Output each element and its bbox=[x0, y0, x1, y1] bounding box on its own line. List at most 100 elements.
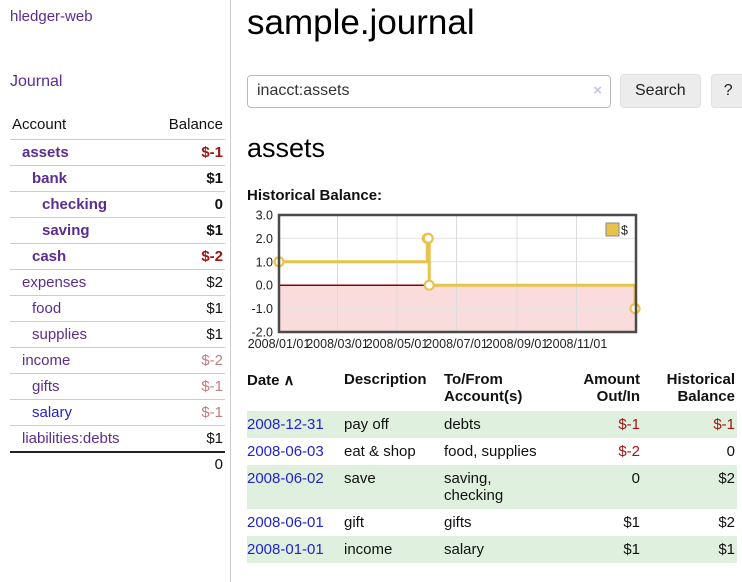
accounts-table: Account Balance assets $-1 bank $1 check… bbox=[10, 112, 225, 476]
page-title: sample.journal bbox=[247, 3, 475, 42]
transaction-balance: $2 bbox=[718, 514, 735, 531]
account-link-saving[interactable]: saving bbox=[42, 222, 90, 239]
transaction-date-link[interactable]: 2008-01-01 bbox=[247, 541, 324, 558]
transaction-accounts: gifts bbox=[444, 514, 472, 531]
svg-text:2008/05/01: 2008/05/01 bbox=[366, 337, 429, 351]
accounts-header-account: Account bbox=[12, 116, 67, 133]
transaction-row: 2008-12-31 pay off debts $-1 $-1 bbox=[247, 411, 737, 438]
transaction-row: 2008-06-02 save saving, checking 0 $2 bbox=[247, 465, 737, 509]
account-link-bank[interactable]: bank bbox=[32, 170, 68, 187]
transaction-row: 2008-06-03 eat & shop food, supplies $-2… bbox=[247, 438, 737, 465]
svg-text:2008/11/01: 2008/11/01 bbox=[546, 337, 608, 351]
clear-search-icon[interactable]: × bbox=[593, 81, 602, 99]
transaction-date-link[interactable]: 2008-12-31 bbox=[247, 416, 324, 433]
app-title-link[interactable]: hledger-web bbox=[10, 8, 93, 25]
svg-text:2.0: 2.0 bbox=[256, 232, 273, 246]
account-row: checking 0 bbox=[10, 191, 225, 218]
transaction-amount: $1 bbox=[623, 514, 640, 531]
app-title: hledger-web bbox=[10, 8, 224, 26]
account-link-expenses[interactable]: expenses bbox=[22, 274, 87, 291]
account-link-food[interactable]: food bbox=[32, 300, 62, 317]
help-button[interactable]: ? bbox=[710, 74, 742, 108]
search-button[interactable]: Search bbox=[620, 74, 701, 108]
transaction-date-link[interactable]: 2008-06-03 bbox=[247, 443, 324, 460]
svg-text:2008/09/01: 2008/09/01 bbox=[486, 337, 549, 351]
account-row: supplies $1 bbox=[10, 321, 225, 348]
account-link-gifts[interactable]: gifts bbox=[32, 378, 60, 395]
svg-text:-1.0: -1.0 bbox=[251, 302, 273, 316]
svg-text:3.0: 3.0 bbox=[256, 209, 273, 223]
transaction-amount: $1 bbox=[623, 541, 640, 558]
transaction-accounts: saving, checking bbox=[444, 470, 504, 504]
search-input[interactable] bbox=[247, 74, 611, 108]
transaction-amount: $-1 bbox=[618, 416, 640, 433]
account-heading: assets bbox=[247, 133, 326, 163]
account-balance: $1 bbox=[206, 222, 223, 239]
account-row: assets $-1 bbox=[10, 139, 225, 166]
transaction-description: income bbox=[344, 541, 393, 558]
account-link-liabilities-debts[interactable]: liabilities:debts bbox=[22, 430, 120, 447]
account-row: liabilities:debts $1 bbox=[10, 425, 225, 453]
account-row: gifts $-1 bbox=[10, 373, 225, 400]
account-balance: $1 bbox=[206, 326, 223, 343]
svg-text:$: $ bbox=[621, 224, 628, 238]
transaction-balance: 0 bbox=[726, 443, 735, 460]
account-row: income $-2 bbox=[10, 347, 225, 374]
svg-text:0.0: 0.0 bbox=[256, 279, 273, 293]
account-link-assets[interactable]: assets bbox=[22, 144, 69, 161]
account-link-salary[interactable]: salary bbox=[32, 404, 73, 421]
account-row: food $1 bbox=[10, 295, 225, 322]
transaction-description: save bbox=[344, 470, 376, 487]
transaction-date-link[interactable]: 2008-06-02 bbox=[247, 470, 324, 487]
journal-nav: Journal bbox=[10, 73, 224, 91]
svg-text:2008/01/01: 2008/01/01 bbox=[248, 337, 311, 351]
account-link-income[interactable]: income bbox=[22, 352, 71, 369]
register-header-date[interactable]: Date ∧ bbox=[247, 369, 344, 411]
account-balance: $-1 bbox=[201, 378, 223, 395]
account-balance: 0 bbox=[214, 196, 223, 213]
account-balance: $2 bbox=[206, 274, 223, 291]
transaction-balance: $-1 bbox=[713, 416, 735, 433]
account-row: bank $1 bbox=[10, 165, 225, 192]
journal-nav-link[interactable]: Journal bbox=[10, 73, 63, 90]
account-balance: $-2 bbox=[201, 352, 223, 369]
register-header-row: Date ∧ Description To/From Account(s) Amo… bbox=[247, 369, 737, 411]
accounts-total-row: 0 bbox=[10, 452, 225, 476]
register-header-description: Description bbox=[344, 371, 427, 388]
account-link-checking[interactable]: checking bbox=[42, 196, 108, 213]
transaction-accounts: debts bbox=[444, 416, 481, 433]
account-balance: $-1 bbox=[201, 144, 223, 161]
transaction-balance: $1 bbox=[718, 541, 735, 558]
search-form: × Search ? bbox=[247, 74, 742, 108]
transaction-row: 2008-06-01 gift gifts $1 $2 bbox=[247, 509, 737, 536]
account-balance: $1 bbox=[206, 300, 223, 317]
search-box: × bbox=[247, 74, 611, 108]
transaction-amount: 0 bbox=[631, 470, 640, 487]
transaction-accounts: salary bbox=[444, 541, 485, 558]
account-link-supplies[interactable]: supplies bbox=[32, 326, 88, 343]
accounts-header-row: Account Balance bbox=[10, 112, 225, 140]
register-header-accounts: To/From Account(s) bbox=[444, 371, 523, 405]
transaction-accounts: food, supplies bbox=[444, 443, 537, 460]
register-table: Date ∧ Description To/From Account(s) Amo… bbox=[247, 369, 737, 563]
account-balance: $1 bbox=[206, 430, 223, 447]
account-balance: $-2 bbox=[201, 248, 223, 265]
account-row: cash $-2 bbox=[10, 243, 225, 270]
transaction-description: pay off bbox=[344, 416, 389, 433]
register-header-amount: Amount Out/In bbox=[583, 371, 640, 405]
svg-text:-2.0: -2.0 bbox=[251, 326, 273, 340]
account-link-cash[interactable]: cash bbox=[32, 248, 67, 265]
historical-balance-chart: 3.0 2.0 1.0 0.0 -1.0 -2.02008/01/012008/03/01… bbox=[248, 209, 641, 351]
transaction-row: 2008-01-01 income salary $1 $1 bbox=[247, 536, 737, 563]
sidebar: hledger-web Journal Account Balance asse… bbox=[0, 0, 231, 582]
svg-text:2008/03/01: 2008/03/01 bbox=[306, 337, 369, 351]
date-header-label: Date bbox=[247, 372, 280, 389]
transaction-balance: $2 bbox=[718, 470, 735, 487]
transaction-description: eat & shop bbox=[344, 443, 416, 460]
chart-title: Historical Balance: bbox=[247, 187, 383, 204]
transaction-date-link[interactable]: 2008-06-01 bbox=[247, 514, 324, 531]
account-row: expenses $2 bbox=[10, 269, 225, 296]
account-row: saving $1 bbox=[10, 217, 225, 244]
account-balance: $1 bbox=[206, 170, 223, 187]
transaction-description: gift bbox=[344, 514, 365, 531]
